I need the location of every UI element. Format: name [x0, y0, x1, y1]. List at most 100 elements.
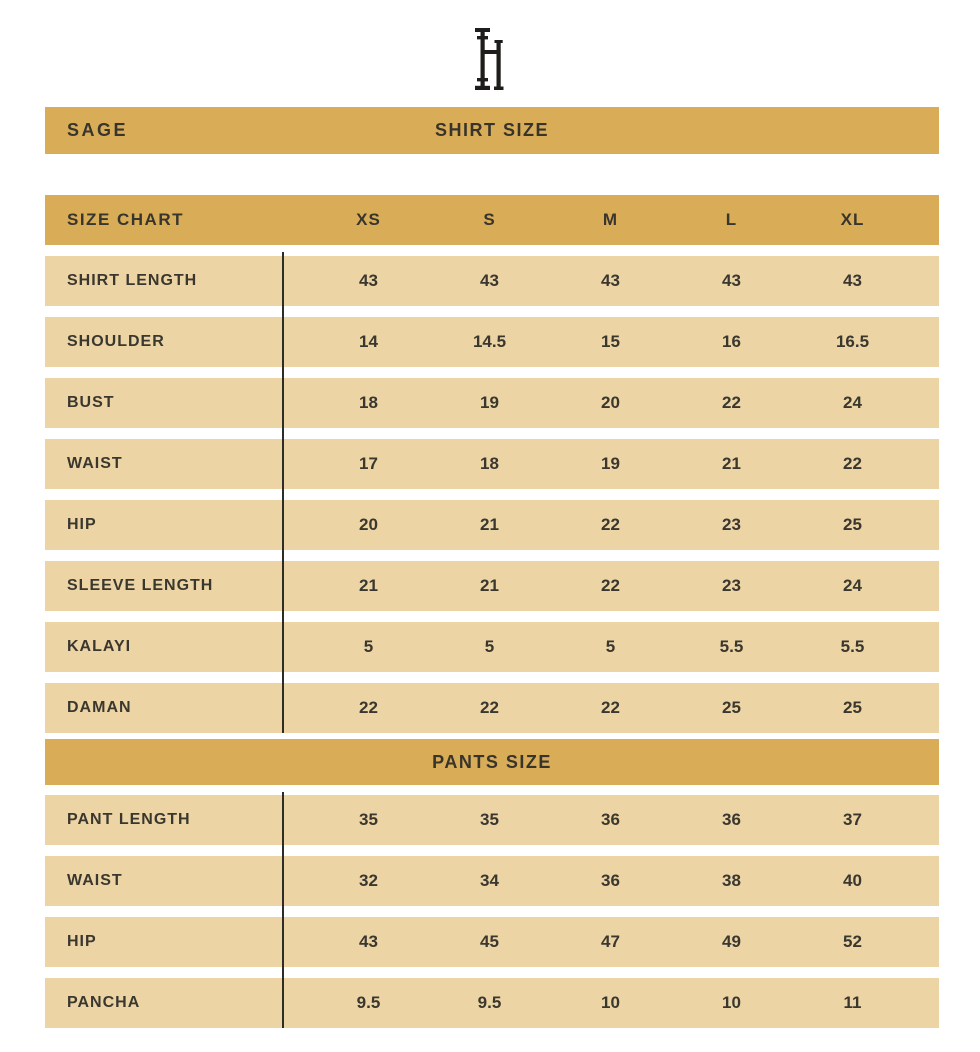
cell-value: 21	[480, 515, 499, 534]
cell-value: 9.5	[356, 993, 381, 1012]
pants-measurements-section: PANT LENGTH 35 35 36 36 37 WAIST 32 34 3…	[45, 792, 939, 1028]
table-row-bust: BUST 18 19 20 22 24	[45, 378, 939, 428]
cell-value: 9.5	[477, 993, 502, 1012]
cell-value: 22	[722, 393, 741, 412]
cell-value: 22	[843, 454, 862, 473]
table-row-pant-length: PANT LENGTH 35 35 36 36 37	[45, 795, 939, 845]
row-label: HIP	[67, 933, 97, 950]
cell-value: 37	[843, 810, 862, 829]
cell-value: 25	[722, 698, 741, 717]
cell-value: 22	[601, 576, 620, 595]
table-row-pants-waist: WAIST 32 34 36 38 40	[45, 856, 939, 906]
cell-value: 43	[359, 932, 378, 951]
column-header-s: S	[483, 210, 496, 229]
row-label: HIP	[67, 516, 97, 533]
column-header-m: M	[602, 210, 619, 229]
cell-value: 24	[843, 576, 862, 595]
cell-value: 16	[722, 332, 741, 351]
cell-value: 5.5	[840, 637, 865, 656]
cell-value: 43	[601, 271, 620, 290]
cell-value: 11	[843, 993, 862, 1012]
column-divider-line	[282, 792, 284, 1028]
shirt-size-banner: SAGE SHIRT SIZE	[45, 107, 939, 154]
cell-value: 14	[359, 332, 378, 351]
size-chart-label: SIZE CHART	[67, 210, 184, 229]
table-row-kalayi: KALAYI 5 5 5 5.5 5.5	[45, 622, 939, 672]
cell-value: 43	[359, 271, 378, 290]
cell-value: 35	[359, 810, 378, 829]
row-label: SLEEVE LENGTH	[67, 577, 214, 594]
cell-value: 14.5	[472, 332, 507, 351]
cell-value: 5	[363, 637, 374, 656]
cell-value: 5	[605, 637, 616, 656]
brand-name: SAGE	[67, 120, 129, 140]
h-monogram-logo-icon	[475, 28, 504, 90]
cell-value: 18	[359, 393, 378, 412]
cell-value: 35	[480, 810, 499, 829]
cell-value: 16.5	[835, 332, 870, 351]
column-header-l: L	[725, 210, 738, 229]
cell-value: 21	[359, 576, 378, 595]
row-label: SHIRT LENGTH	[67, 272, 198, 289]
cell-value: 52	[843, 932, 862, 951]
cell-value: 23	[722, 515, 741, 534]
row-label: PANT LENGTH	[67, 811, 191, 828]
cell-value: 15	[601, 332, 620, 351]
cell-value: 25	[843, 515, 862, 534]
cell-value: 45	[480, 932, 499, 951]
cell-value: 36	[601, 810, 620, 829]
row-label: DAMAN	[67, 699, 132, 716]
size-chart-header-row: SIZE CHART XS S M L XL	[45, 195, 939, 245]
cell-value: 25	[843, 698, 862, 717]
row-label: SHOULDER	[67, 333, 165, 350]
shirt-measurements-section: SHIRT LENGTH 43 43 43 43 43 SHOULDER 14 …	[45, 252, 939, 733]
pants-size-title: PANTS SIZE	[432, 751, 552, 772]
pants-size-banner: PANTS SIZE	[45, 739, 939, 785]
cell-value: 32	[359, 871, 378, 890]
cell-value: 22	[601, 698, 620, 717]
cell-value: 22	[601, 515, 620, 534]
table-row-shirt-length: SHIRT LENGTH 43 43 43 43 43	[45, 256, 939, 306]
cell-value: 43	[480, 271, 499, 290]
column-divider-line	[282, 252, 284, 733]
cell-value: 10	[601, 993, 620, 1012]
cell-value: 24	[843, 393, 862, 412]
cell-value: 22	[480, 698, 499, 717]
logo-container	[0, 0, 980, 92]
row-label: WAIST	[67, 872, 123, 889]
table-row-daman: DAMAN 22 22 22 25 25	[45, 683, 939, 733]
shirt-size-title: SHIRT SIZE	[434, 120, 549, 140]
cell-value: 36	[722, 810, 741, 829]
cell-value: 17	[359, 454, 378, 473]
cell-value: 43	[843, 271, 862, 290]
table-row-waist: WAIST 17 18 19 21 22	[45, 439, 939, 489]
cell-value: 10	[722, 993, 741, 1012]
cell-value: 40	[843, 871, 862, 890]
table-row-hip: HIP 20 21 22 23 25	[45, 500, 939, 550]
cell-value: 5.5	[719, 637, 744, 656]
column-header-xl: XL	[840, 210, 865, 229]
cell-value: 20	[359, 515, 378, 534]
table-row-shoulder: SHOULDER 14 14.5 15 16 16.5	[45, 317, 939, 367]
cell-value: 21	[722, 454, 741, 473]
row-label: KALAYI	[67, 638, 132, 655]
cell-value: 19	[480, 393, 499, 412]
row-label: WAIST	[67, 455, 123, 472]
cell-value: 47	[601, 932, 620, 951]
chart-content: SAGE SHIRT SIZE SIZE CHART XS S M L XL S…	[0, 107, 980, 1028]
row-label: PANCHA	[67, 994, 141, 1011]
cell-value: 36	[601, 871, 620, 890]
cell-value: 20	[601, 393, 620, 412]
table-row-sleeve-length: SLEEVE LENGTH 21 21 22 23 24	[45, 561, 939, 611]
cell-value: 5	[484, 637, 495, 656]
cell-value: 22	[359, 698, 378, 717]
cell-value: 38	[722, 871, 741, 890]
cell-value: 19	[601, 454, 620, 473]
cell-value: 18	[480, 454, 499, 473]
table-row-pancha: PANCHA 9.5 9.5 10 10 11	[45, 978, 939, 1028]
column-header-xs: XS	[356, 210, 381, 229]
cell-value: 43	[722, 271, 741, 290]
cell-value: 49	[722, 932, 741, 951]
table-row-pants-hip: HIP 43 45 47 49 52	[45, 917, 939, 967]
